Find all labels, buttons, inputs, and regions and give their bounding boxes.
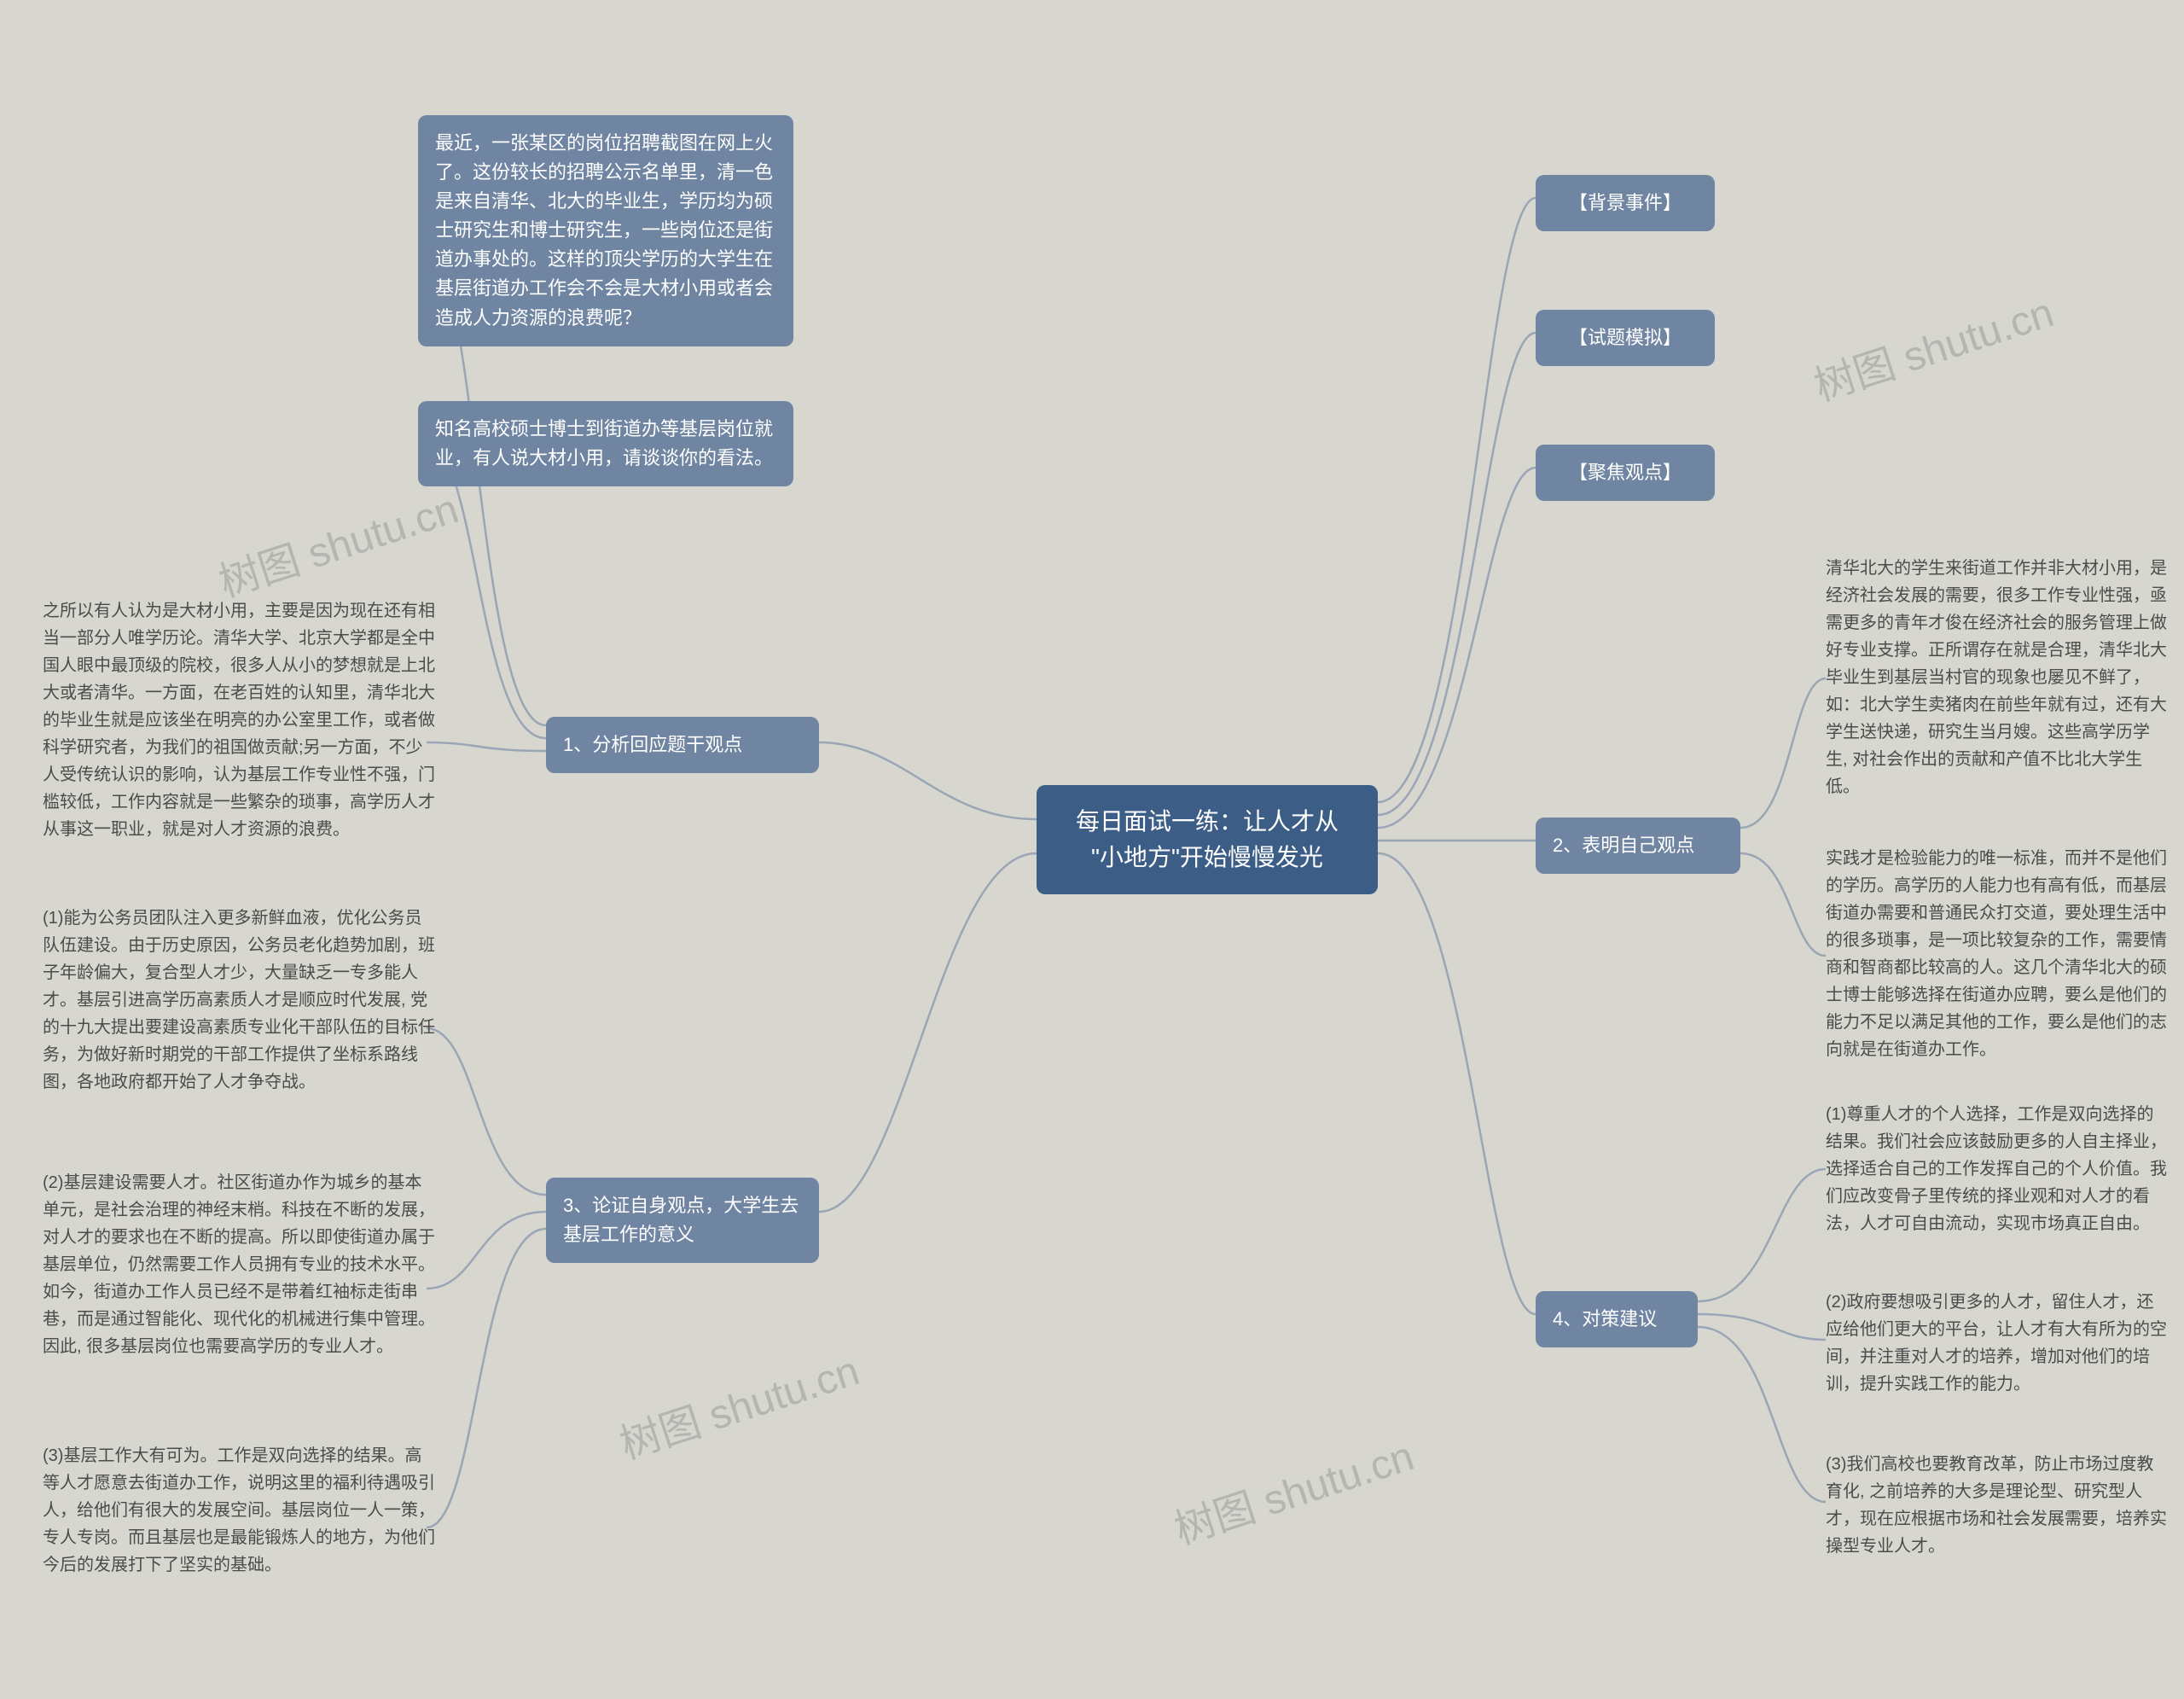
leaf-opinion-2: 实践才是检验能力的唯一标准，而并不是他们的学历。高学历的人能力也有高有低，而基层…: [1826, 845, 2167, 1063]
leaf-bg-event-text: 最近，一张某区的岗位招聘截图在网上火了。这份较长的招聘公示名单里，清一色是来自清…: [435, 132, 773, 329]
branch-opinion-label: 2、表明自己观点: [1553, 835, 1694, 856]
leaf-argue-1-text: (1)能为公务员团队注入更多新鲜血液，优化公务员队伍建设。由于历史原因，公务员老…: [43, 909, 435, 1091]
watermark: 树图 shutu.cn: [611, 1337, 865, 1470]
leaf-question-text: 知名高校硕士博士到街道办等基层岗位就业，有人说大材小用，请谈谈你的看法。: [435, 418, 773, 468]
branch-opinion[interactable]: 2、表明自己观点: [1536, 817, 1740, 874]
leaf-argue-3-text: (3)基层工作大有可为。工作是双向选择的结果。高等人才愿意去街道办工作，说明这里…: [43, 1446, 435, 1574]
leaf-argue-2-text: (2)基层建设需要人才。社区街道办作为城乡的基本单元，是社会治理的神经末梢。科技…: [43, 1173, 435, 1356]
root-line1: 每日面试一练：让人才从: [1059, 804, 1356, 840]
root-node[interactable]: 每日面试一练：让人才从 "小地方"开始慢慢发光: [1037, 785, 1378, 894]
leaf-suggest-1: (1)尊重人才的个人选择，工作是双向选择的结果。我们社会应该鼓励更多的人自主择业…: [1826, 1101, 2167, 1237]
leaf-opinion-1-text: 清华北大的学生来街道工作并非大材小用，是经济社会发展的需要，很多工作专业性强，亟…: [1826, 559, 2167, 796]
branch-argue-label: 3、论证自身观点，大学生去基层工作的意义: [563, 1195, 799, 1245]
branch-bg[interactable]: 【背景事件】: [1536, 175, 1715, 231]
leaf-bg-event[interactable]: 最近，一张某区的岗位招聘截图在网上火了。这份较长的招聘公示名单里，清一色是来自清…: [418, 115, 793, 346]
branch-sim-label: 【试题模拟】: [1569, 327, 1682, 348]
branch-focus-label: 【聚焦观点】: [1569, 462, 1682, 483]
branch-suggest-label: 4、对策建议: [1553, 1308, 1657, 1330]
leaf-suggest-3: (3)我们高校也要教育改革，防止市场过度教育化, 之前培养的大多是理论型、研究型…: [1826, 1451, 2167, 1560]
branch-focus[interactable]: 【聚焦观点】: [1536, 445, 1715, 501]
leaf-analysis-reason: 之所以有人认为是大材小用，主要是因为现在还有相当一部分人唯学历论。清华大学、北京…: [43, 597, 435, 843]
branch-bg-label: 【背景事件】: [1569, 192, 1682, 213]
branch-suggest[interactable]: 4、对策建议: [1536, 1291, 1698, 1347]
leaf-argue-2: (2)基层建设需要人才。社区街道办作为城乡的基本单元，是社会治理的神经末梢。科技…: [43, 1169, 435, 1360]
root-line2: "小地方"开始慢慢发光: [1059, 840, 1356, 876]
leaf-suggest-1-text: (1)尊重人才的个人选择，工作是双向选择的结果。我们社会应该鼓励更多的人自主择业…: [1826, 1105, 2167, 1233]
leaf-suggest-2-text: (2)政府要想吸引更多的人才，留住人才，还应给他们更大的平台，让人才有大有所为的…: [1826, 1293, 2167, 1394]
leaf-analysis-reason-text: 之所以有人认为是大材小用，主要是因为现在还有相当一部分人唯学历论。清华大学、北京…: [43, 602, 435, 839]
leaf-suggest-2: (2)政府要想吸引更多的人才，留住人才，还应给他们更大的平台，让人才有大有所为的…: [1826, 1289, 2167, 1398]
branch-analyze-label: 1、分析回应题干观点: [563, 734, 742, 755]
leaf-question[interactable]: 知名高校硕士博士到街道办等基层岗位就业，有人说大材小用，请谈谈你的看法。: [418, 401, 793, 486]
leaf-suggest-3-text: (3)我们高校也要教育改革，防止市场过度教育化, 之前培养的大多是理论型、研究型…: [1826, 1455, 2167, 1556]
leaf-argue-3: (3)基层工作大有可为。工作是双向选择的结果。高等人才愿意去街道办工作，说明这里…: [43, 1442, 435, 1579]
watermark: 树图 shutu.cn: [1805, 279, 2059, 412]
watermark: 树图 shutu.cn: [210, 475, 464, 608]
leaf-argue-1: (1)能为公务员团队注入更多新鲜血液，优化公务员队伍建设。由于历史原因，公务员老…: [43, 905, 435, 1096]
branch-analyze[interactable]: 1、分析回应题干观点: [546, 717, 819, 773]
leaf-opinion-2-text: 实践才是检验能力的唯一标准，而并不是他们的学历。高学历的人能力也有高有低，而基层…: [1826, 849, 2167, 1059]
leaf-opinion-1: 清华北大的学生来街道工作并非大材小用，是经济社会发展的需要，很多工作专业性强，亟…: [1826, 555, 2167, 800]
branch-argue[interactable]: 3、论证自身观点，大学生去基层工作的意义: [546, 1178, 819, 1263]
watermark: 树图 shutu.cn: [1165, 1423, 1420, 1556]
branch-sim[interactable]: 【试题模拟】: [1536, 310, 1715, 366]
